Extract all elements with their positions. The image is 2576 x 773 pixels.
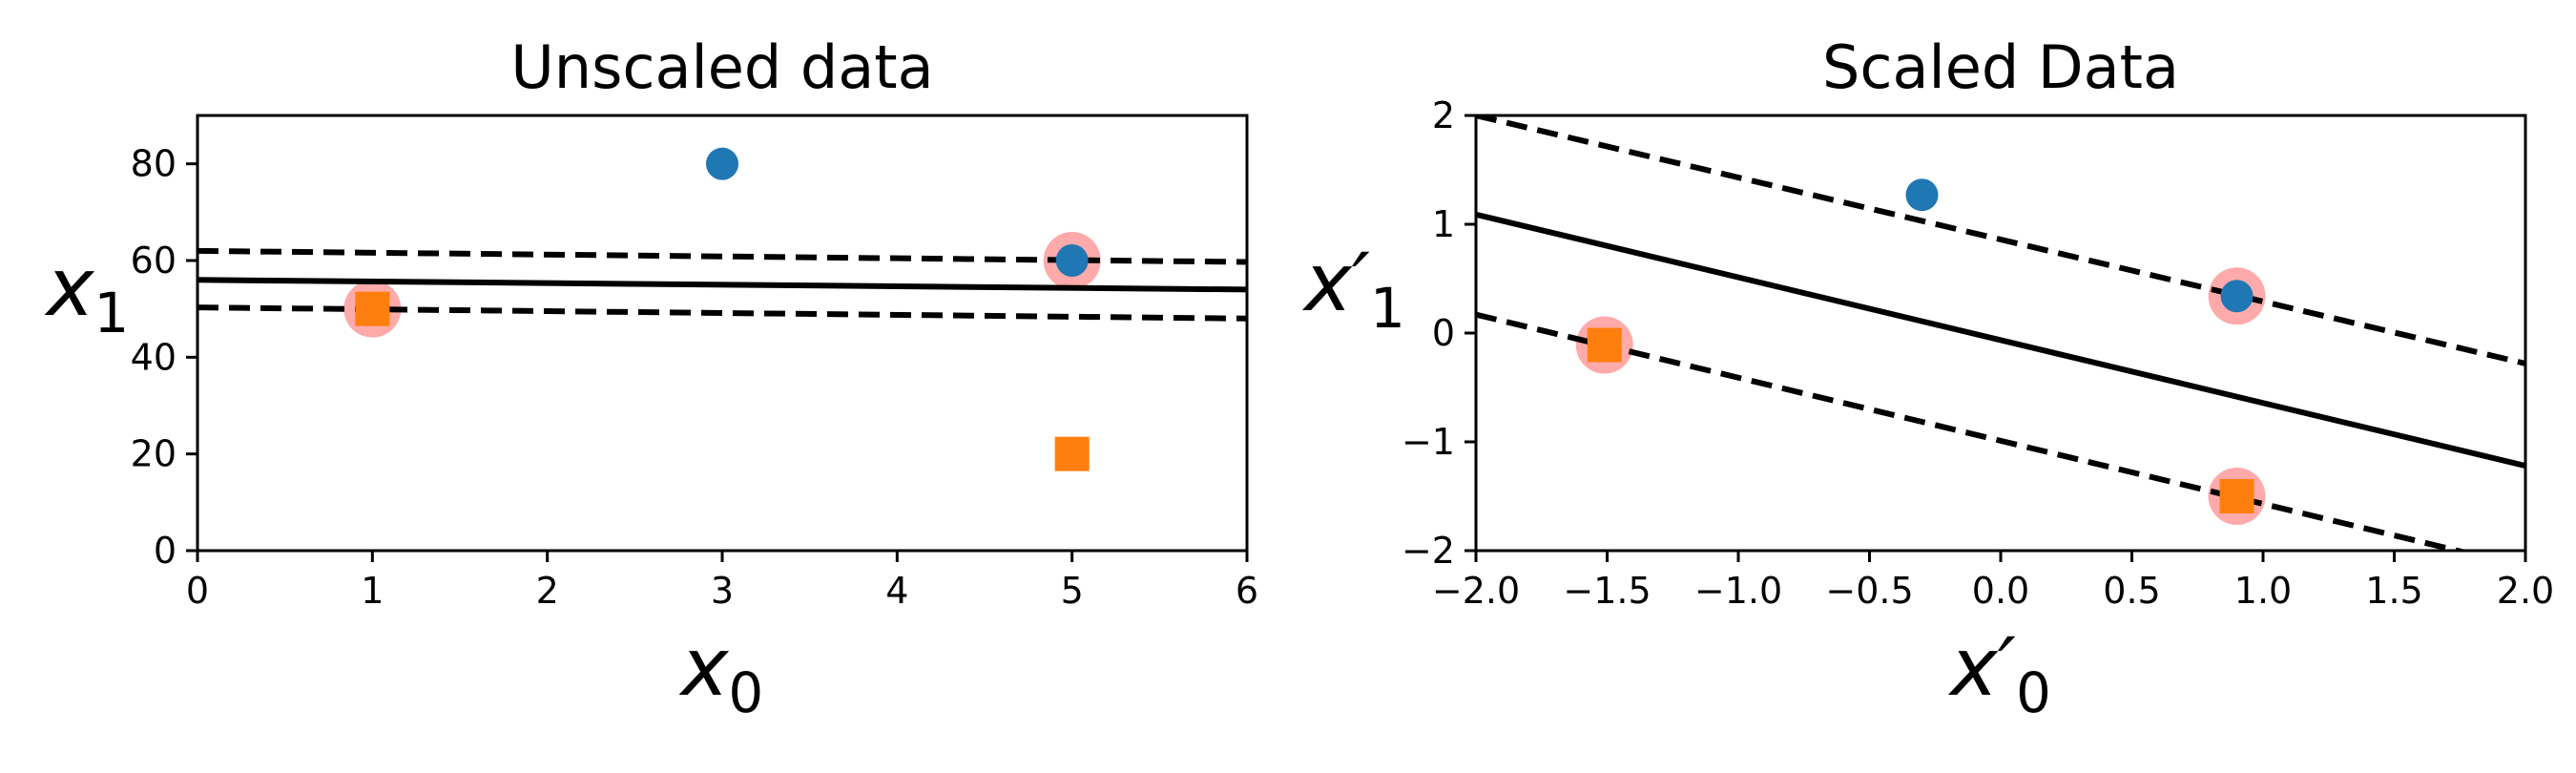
x-tick-label: 1.0	[2234, 570, 2292, 612]
y-tick-label: 40	[131, 336, 177, 378]
x-tick-label: 3	[711, 570, 734, 612]
axes-frame	[196, 114, 1249, 553]
chart-title: Scaled Data	[1822, 32, 2179, 102]
x-tick-label: 0.0	[1972, 570, 2029, 612]
y-tick-label: 1	[1432, 203, 1455, 245]
y-tick-label: −2	[1402, 530, 1455, 572]
chart-title: Unscaled data	[510, 32, 933, 102]
y-tick-label: 2	[1432, 94, 1455, 136]
x-tick-label: 2.0	[2497, 570, 2554, 612]
x-tick-label: −2.0	[1432, 570, 1520, 612]
data-point-circle	[1905, 178, 1939, 212]
data-point-square	[1587, 327, 1622, 363]
data-point-square	[2219, 479, 2254, 513]
x-tick-label: 0	[186, 570, 209, 612]
x-tick-label: 5	[1061, 570, 1084, 612]
margin-line	[1476, 311, 2470, 551]
y-tick-label: 60	[131, 240, 177, 282]
decision-boundary-line	[197, 277, 1247, 293]
y-tick-label: 80	[131, 143, 177, 185]
x-axis-label: x′0	[1947, 620, 2051, 725]
y-tick-label: 20	[131, 433, 177, 475]
y-axis-label: x1	[44, 240, 130, 345]
margin-line	[1476, 115, 2525, 366]
x-tick-label: 0.5	[2103, 570, 2160, 612]
axes-frame	[1474, 114, 2527, 553]
x-tick-label: 2	[536, 570, 559, 612]
x-tick-label: 1.5	[2365, 570, 2422, 612]
margin-line	[197, 247, 1247, 265]
y-tick-label: 0	[1432, 312, 1455, 354]
y-tick-label: −1	[1402, 421, 1455, 463]
x-tick-label: −1.5	[1563, 570, 1651, 612]
plot-area	[197, 147, 1247, 471]
x-tick-label: −0.5	[1825, 570, 1913, 612]
data-point-square	[1054, 436, 1090, 471]
data-point-circle	[706, 147, 738, 180]
data-point-circle	[1055, 244, 1089, 277]
x-tick-label: 6	[1236, 570, 1258, 612]
plot-area	[1476, 115, 2525, 551]
data-point-square	[355, 291, 390, 326]
data-point-circle	[2220, 280, 2254, 313]
y-axis-label: x′1	[1301, 236, 1405, 341]
x-tick-label: 4	[885, 570, 908, 612]
chart-panel-2: Scaled Data −2.0 −1.5 −1.0 −0.5 0.0 0.5 1.0 1.5 2…	[1301, 32, 2554, 725]
x-axis-label: x0	[678, 620, 764, 725]
decision-boundary-line	[1476, 211, 2525, 469]
x-tick-label: 1	[361, 570, 384, 612]
y-tick-label: 0	[154, 530, 177, 572]
x-tick-label: −1.0	[1694, 570, 1782, 612]
